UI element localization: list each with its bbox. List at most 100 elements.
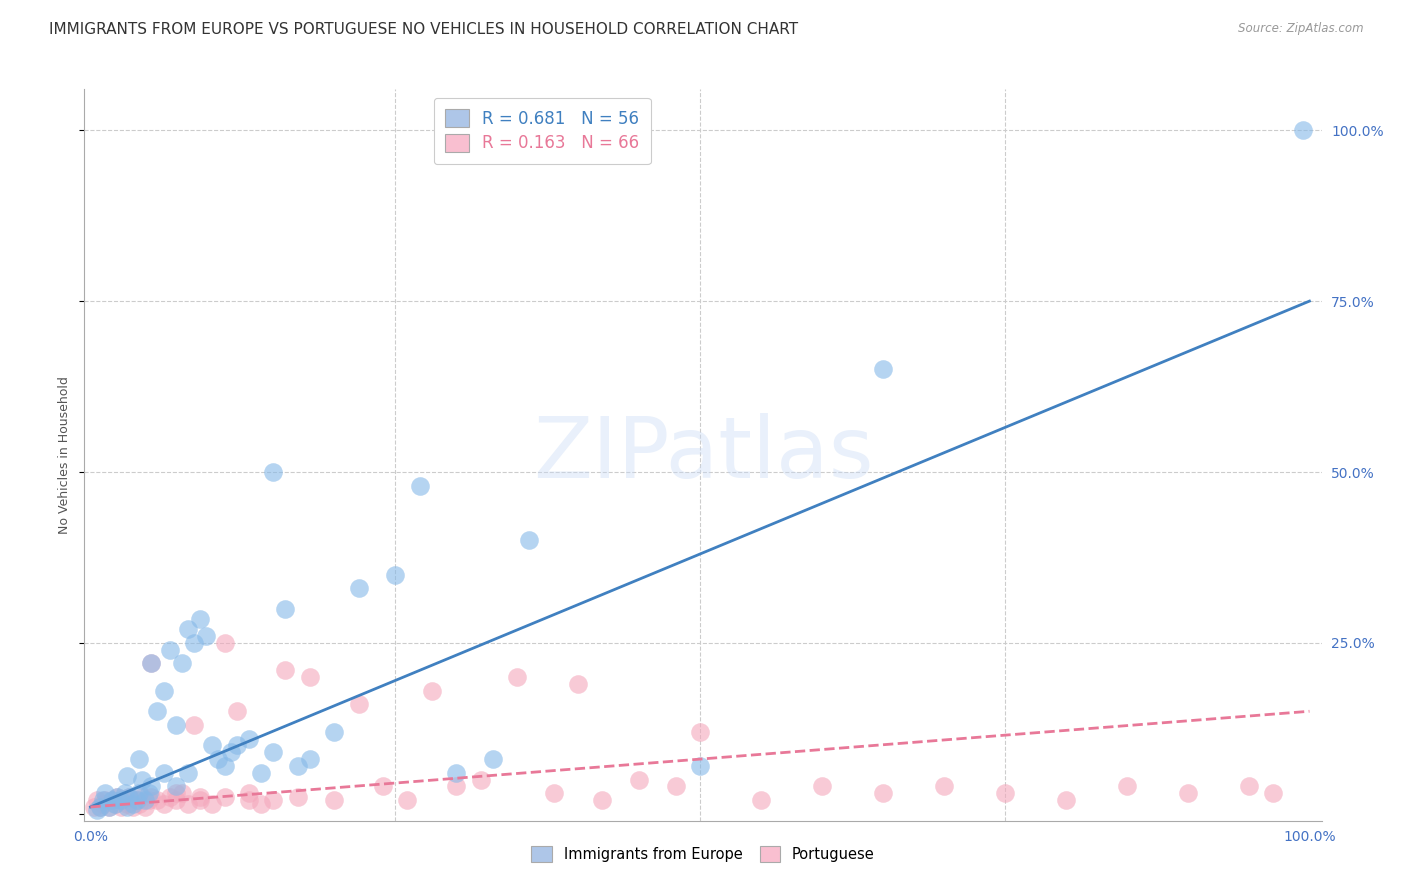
- Point: [994, 786, 1017, 800]
- Point: [105, 789, 128, 804]
- Point: [1054, 793, 1077, 807]
- Point: [262, 793, 284, 807]
- Y-axis label: No Vehicles in Household: No Vehicles in Household: [58, 376, 72, 533]
- Point: [118, 789, 141, 804]
- Point: [225, 704, 247, 718]
- Point: [183, 636, 205, 650]
- Point: [141, 657, 163, 671]
- Point: [165, 718, 187, 732]
- Point: [128, 786, 150, 800]
- Point: [165, 786, 187, 800]
- Point: [298, 670, 321, 684]
- Point: [207, 752, 229, 766]
- Point: [517, 533, 540, 548]
- Point: [627, 772, 650, 787]
- Point: [152, 797, 174, 811]
- Point: [396, 793, 419, 807]
- Point: [138, 786, 160, 800]
- Point: [104, 797, 127, 811]
- Point: [91, 797, 114, 811]
- Point: [89, 800, 111, 814]
- Point: [543, 786, 565, 800]
- Point: [238, 731, 260, 746]
- Point: [86, 793, 108, 807]
- Point: [872, 362, 894, 376]
- Point: [146, 793, 169, 807]
- Point: [1177, 786, 1199, 800]
- Point: [122, 797, 145, 811]
- Point: [128, 752, 150, 766]
- Point: [115, 769, 138, 783]
- Point: [274, 601, 297, 615]
- Point: [101, 793, 124, 807]
- Point: [97, 800, 120, 814]
- Point: [170, 657, 193, 671]
- Point: [250, 797, 273, 811]
- Point: [591, 793, 613, 807]
- Point: [146, 704, 169, 718]
- Point: [159, 642, 181, 657]
- Point: [141, 657, 163, 671]
- Point: [89, 800, 111, 814]
- Point: [188, 612, 211, 626]
- Point: [219, 745, 242, 759]
- Point: [131, 772, 153, 787]
- Point: [195, 629, 218, 643]
- Point: [138, 793, 160, 807]
- Point: [506, 670, 529, 684]
- Point: [262, 465, 284, 479]
- Point: [104, 797, 127, 811]
- Legend: Immigrants from Europe, Portuguese: Immigrants from Europe, Portuguese: [526, 840, 880, 868]
- Point: [134, 793, 156, 807]
- Point: [872, 786, 894, 800]
- Point: [118, 789, 141, 804]
- Point: [811, 780, 834, 794]
- Point: [86, 804, 108, 818]
- Point: [1261, 786, 1284, 800]
- Point: [94, 786, 117, 800]
- Point: [188, 793, 211, 807]
- Point: [165, 793, 187, 807]
- Point: [115, 797, 138, 811]
- Point: [1292, 123, 1315, 137]
- Point: [131, 789, 153, 804]
- Point: [262, 745, 284, 759]
- Point: [83, 800, 105, 814]
- Point: [152, 683, 174, 698]
- Point: [689, 759, 711, 773]
- Point: [1115, 780, 1137, 794]
- Point: [159, 789, 181, 804]
- Point: [177, 765, 200, 780]
- Point: [201, 797, 224, 811]
- Point: [664, 780, 686, 794]
- Point: [347, 698, 370, 712]
- Point: [105, 789, 128, 804]
- Point: [101, 793, 124, 807]
- Point: [94, 793, 117, 807]
- Point: [122, 800, 145, 814]
- Point: [347, 581, 370, 595]
- Point: [110, 800, 132, 814]
- Point: [420, 683, 443, 698]
- Point: [125, 793, 148, 807]
- Point: [177, 797, 200, 811]
- Point: [444, 780, 467, 794]
- Point: [177, 622, 200, 636]
- Point: [214, 636, 236, 650]
- Point: [183, 718, 205, 732]
- Point: [201, 739, 224, 753]
- Point: [170, 786, 193, 800]
- Point: [444, 765, 467, 780]
- Point: [141, 780, 163, 794]
- Point: [128, 797, 150, 811]
- Point: [238, 786, 260, 800]
- Point: [298, 752, 321, 766]
- Point: [97, 800, 120, 814]
- Point: [408, 478, 430, 492]
- Point: [481, 752, 503, 766]
- Point: [749, 793, 772, 807]
- Point: [114, 793, 136, 807]
- Text: IMMIGRANTS FROM EUROPE VS PORTUGUESE NO VEHICLES IN HOUSEHOLD CORRELATION CHART: IMMIGRANTS FROM EUROPE VS PORTUGUESE NO …: [49, 22, 799, 37]
- Point: [371, 780, 394, 794]
- Point: [165, 780, 187, 794]
